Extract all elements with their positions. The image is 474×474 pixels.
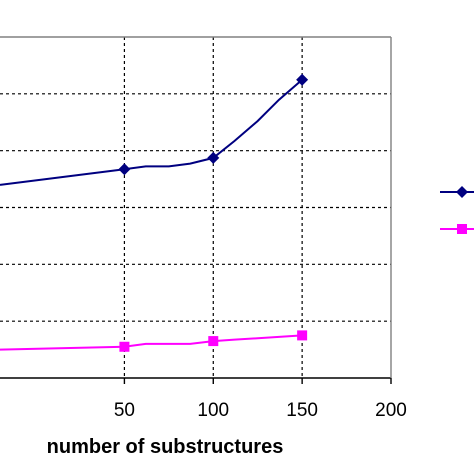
data-point (207, 151, 220, 164)
data-point (296, 73, 309, 86)
series-layer (0, 73, 309, 352)
x-tick-label: 50 (114, 400, 135, 421)
legend-marker (456, 186, 468, 198)
x-tick-label: 100 (197, 400, 229, 421)
x-axis-label: number of substructures (47, 436, 284, 458)
series-line (0, 79, 303, 186)
legend-marker (457, 224, 467, 234)
legend (440, 186, 474, 234)
x-tick-labels: 50 100 150 200 (114, 400, 407, 421)
x-tick-label: 150 (286, 400, 318, 421)
data-point (297, 330, 308, 341)
series-line (0, 334, 303, 351)
plot-frame (0, 36, 392, 384)
gridlines (0, 37, 391, 378)
data-point (118, 163, 131, 176)
data-point (208, 336, 219, 347)
data-point (119, 341, 130, 352)
x-tick-label: 200 (375, 400, 407, 421)
series-2 (0, 330, 308, 352)
series-1 (0, 73, 309, 186)
